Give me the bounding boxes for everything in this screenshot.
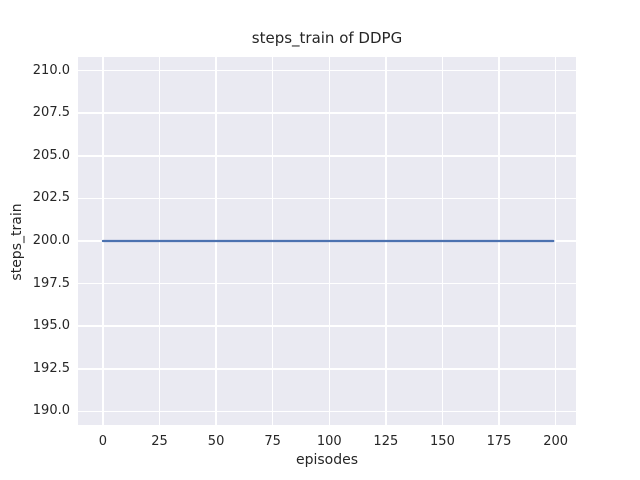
gridline-horizontal: [78, 410, 576, 413]
gridline-horizontal: [78, 112, 576, 114]
plot-area: [78, 57, 576, 425]
y-tick-label: 190.0: [32, 403, 70, 419]
x-tick-label: 50: [207, 434, 225, 449]
y-tick-label: 205.0: [32, 147, 70, 163]
x-tick-label: 175: [486, 434, 512, 449]
y-tick-label: 207.5: [32, 105, 70, 121]
y-tick-label: 192.5: [32, 360, 70, 376]
y-tick-label: 195.0: [32, 318, 70, 334]
x-axis-label: episodes: [295, 452, 359, 468]
y-tick-label: 200.0: [32, 233, 70, 248]
x-tick-label: 125: [373, 434, 399, 449]
x-tick-label: 150: [430, 434, 455, 449]
x-tick-label: 200: [543, 434, 569, 449]
chart-title: steps_train of DDPG: [251, 29, 403, 47]
y-tick-label: 202.5: [32, 190, 70, 206]
gridline-horizontal: [78, 368, 576, 370]
gridline-horizontal: [78, 155, 576, 157]
x-tick-label: 75: [264, 434, 281, 449]
gridline-horizontal: [78, 197, 576, 200]
series-layer: [101, 239, 555, 243]
x-tick-label: 25: [151, 434, 168, 449]
gridline-horizontal: [78, 282, 576, 285]
gridline-horizontal: [78, 325, 576, 327]
y-tick-label: 197.5: [32, 275, 70, 291]
gridline-horizontal: [78, 69, 576, 72]
x-tick-label: 0: [98, 434, 108, 449]
x-tick-label: 100: [316, 434, 342, 449]
y-tick-label: 210.0: [32, 62, 70, 78]
